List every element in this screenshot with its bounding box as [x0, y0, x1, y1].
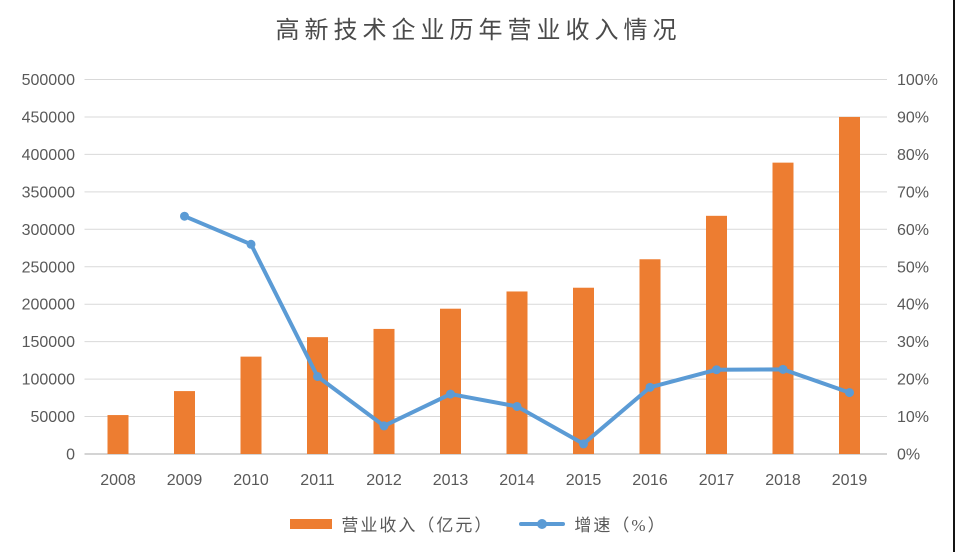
- bar-2011: [307, 337, 328, 454]
- right-axis-tick-label: 50%: [897, 259, 929, 276]
- bar-2012: [373, 328, 395, 454]
- bar-2017: [706, 215, 727, 454]
- x-axis-label: 2009: [167, 472, 203, 489]
- line-point-2012: [379, 421, 389, 431]
- left-axis-tick-label: 350000: [22, 184, 75, 201]
- left-axis-tick-label: 50000: [31, 409, 76, 426]
- x-axis-label: 2011: [300, 472, 335, 489]
- x-axis-label: 2012: [366, 472, 402, 489]
- line-point-2011: [313, 371, 322, 381]
- bar-2019: [839, 116, 860, 454]
- x-axis-label: 2015: [566, 472, 602, 489]
- left-axis-tick-label: 300000: [22, 222, 75, 239]
- left-axis-tick-label: 200000: [22, 297, 75, 314]
- bar-2013: [440, 308, 461, 454]
- x-axis-label: 2010: [233, 472, 269, 489]
- bar-2014: [506, 291, 528, 454]
- x-axis-label: 2018: [765, 472, 801, 489]
- line-marker-dot: [537, 518, 548, 529]
- bar-series-swatch: [290, 518, 333, 529]
- x-axis-label: 2014: [499, 472, 535, 489]
- left-axis-tick-label: 400000: [22, 147, 75, 164]
- bar-2008: [107, 415, 129, 454]
- left-axis-tick-label: 0: [66, 447, 75, 464]
- bar-2016: [639, 259, 661, 454]
- right-axis-tick-label: 70%: [897, 184, 929, 201]
- right-axis-tick-label: 0%: [897, 447, 920, 464]
- right-axis-tick-label: 90%: [897, 109, 929, 126]
- bar-2009: [174, 391, 195, 454]
- line-series-swatch: [519, 518, 566, 529]
- line-point-2016: [645, 382, 655, 392]
- x-axis-label: 2016: [632, 472, 668, 489]
- bar-2015: [573, 287, 594, 454]
- left-axis-tick-label: 450000: [22, 109, 75, 126]
- line-point-2017: [712, 365, 721, 375]
- left-axis-tick-label: 250000: [22, 259, 75, 276]
- right-axis-tick-label: 60%: [897, 222, 929, 239]
- right-edge-divider: [953, 0, 955, 552]
- x-axis-label: 2017: [699, 472, 735, 489]
- left-axis-tick-label: 100000: [22, 372, 75, 389]
- line-point-2013: [446, 389, 455, 399]
- legend-label-growth: 增速（%）: [574, 516, 667, 535]
- chart-title: 高新技术企业历年营业收入情况: [275, 18, 682, 44]
- line-point-2018: [778, 364, 788, 374]
- legend-item-revenue: 营业收入（亿元）: [290, 511, 493, 536]
- right-axis-tick-label: 20%: [897, 372, 929, 389]
- x-axis-label: 2013: [433, 472, 469, 489]
- left-axis-tick-label: 150000: [22, 334, 75, 351]
- left-axis-tick-label: 500000: [22, 72, 75, 89]
- chart-legend: 营业收入（亿元） 增速（%）: [0, 511, 957, 536]
- bar-2010: [240, 356, 262, 454]
- line-point-2015: [579, 439, 588, 449]
- line-point-2010: [246, 239, 256, 249]
- right-axis-tick-label: 40%: [897, 297, 929, 314]
- x-axis-label: 2019: [832, 472, 868, 489]
- right-axis-tick-label: 80%: [897, 147, 929, 164]
- bar-2018: [772, 162, 794, 454]
- line-point-2009: [180, 211, 189, 221]
- right-axis-tick-label: 100%: [897, 72, 938, 89]
- right-axis-tick-label: 30%: [897, 334, 929, 351]
- legend-item-growth: 增速（%）: [519, 511, 666, 536]
- line-point-2019: [845, 388, 854, 398]
- legend-label-revenue: 营业收入（亿元）: [341, 516, 494, 535]
- right-axis-tick-label: 10%: [897, 409, 929, 426]
- x-axis-label: 2008: [100, 472, 136, 489]
- line-point-2014: [512, 401, 522, 411]
